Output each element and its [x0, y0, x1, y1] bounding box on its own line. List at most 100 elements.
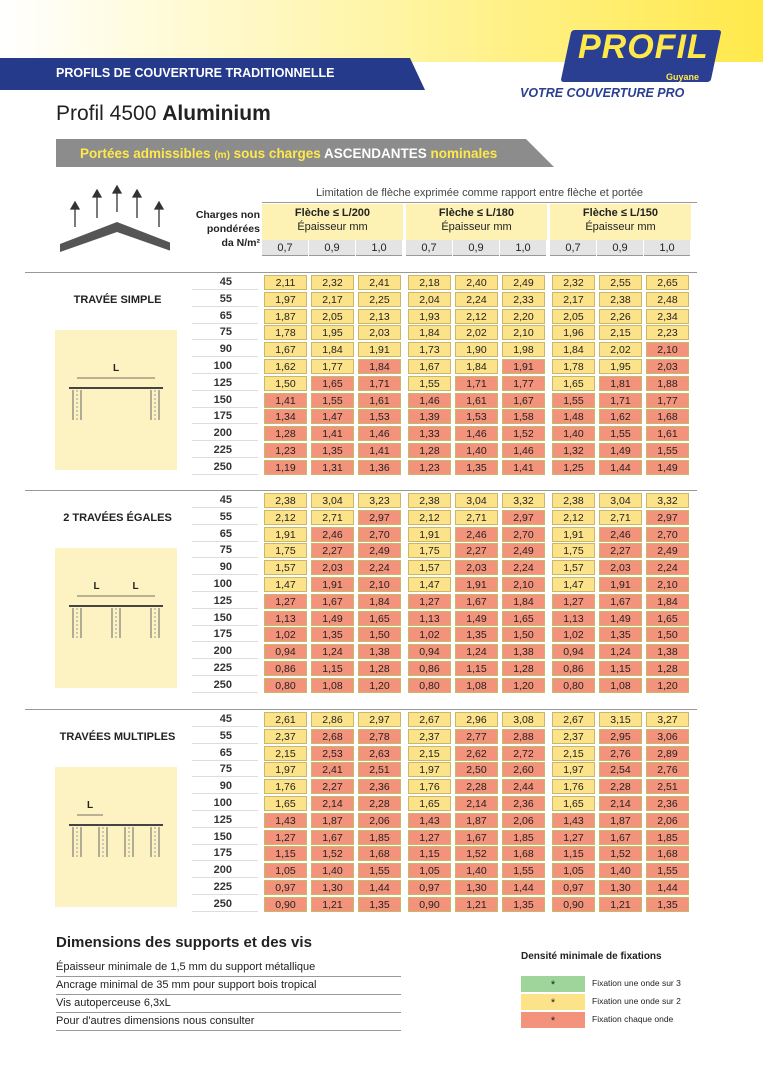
load-header: Charges non pondérées da N/m² [176, 208, 260, 250]
span-cell: 1,97 [264, 762, 307, 778]
span-cell: 1,65 [552, 796, 595, 811]
group-label: Flèche ≤ L/200 [294, 207, 371, 219]
span-cell: 1,76 [264, 779, 307, 795]
span-cell: 1,36 [358, 459, 401, 475]
span-cell: 2,36 [358, 779, 401, 795]
span-cell: 0,86 [552, 661, 595, 676]
span-cell: 1,91 [502, 359, 545, 374]
span-cell: 1,75 [552, 543, 595, 559]
span-cell: 2,28 [599, 779, 642, 795]
load: 225 [192, 442, 258, 458]
thickness: 0,9 [309, 240, 355, 256]
span-cell: 1,30 [311, 880, 354, 895]
span-cell: 1,67 [455, 829, 498, 845]
load: 90 [192, 778, 258, 795]
span-cell: 1,38 [502, 644, 545, 660]
span-cell: 2,05 [552, 308, 595, 324]
span-cell: 2,71 [599, 509, 642, 525]
span-cell: 0,97 [408, 880, 451, 895]
span-cell: 1,15 [552, 846, 595, 862]
load: 45 [192, 274, 258, 290]
span-cell: 1,41 [502, 459, 545, 475]
load: 175 [192, 408, 258, 425]
span-cell: 1,43 [552, 812, 595, 828]
span-cell: 2,78 [358, 728, 401, 744]
span-cell: 1,75 [408, 543, 451, 559]
span-cell: 2,24 [646, 560, 689, 576]
span-cell: 2,97 [646, 509, 689, 525]
span-cell: 1,44 [646, 880, 689, 895]
load: 250 [192, 677, 258, 693]
title: Profil 4500 Aluminium [56, 102, 271, 126]
span-cell: 1,67 [311, 593, 354, 609]
span-cell: 1,40 [455, 863, 498, 879]
span-cell: 1,67 [599, 829, 642, 845]
span-cell: 1,55 [646, 863, 689, 879]
span-cell: 1,68 [502, 846, 545, 862]
section-label: 2 TRAVÉES ÉGALES [63, 512, 172, 524]
load: 100 [192, 358, 258, 374]
span-cell: 2,76 [599, 745, 642, 761]
load: 150 [192, 392, 258, 408]
span-cell: 1,84 [455, 359, 498, 374]
span-cell: 1,21 [455, 896, 498, 912]
span-cell: 1,38 [358, 644, 401, 660]
span-cell: 1,90 [455, 342, 498, 358]
thickness: 1,0 [356, 240, 402, 256]
load: 125 [192, 375, 258, 391]
load: 200 [192, 425, 258, 442]
span-cell: 0,86 [408, 661, 451, 676]
span-cell: 1,24 [599, 644, 642, 660]
span-cell: 1,67 [264, 342, 307, 358]
load: 65 [192, 526, 258, 542]
load: 90 [192, 341, 258, 358]
span-cell: 2,46 [311, 526, 354, 542]
span-cell: 2,06 [646, 812, 689, 828]
span-cell: 2,38 [599, 291, 642, 307]
span-cell: 2,97 [358, 712, 401, 727]
span-cell: 1,27 [264, 593, 307, 609]
group-label: Flèche ≤ L/150 [582, 207, 659, 219]
span-cell: 1,15 [264, 846, 307, 862]
span-cell: 1,85 [502, 829, 545, 845]
span-cell: 1,23 [264, 443, 307, 458]
section-rule [25, 709, 697, 710]
span-cell: 2,95 [599, 728, 642, 744]
span-cell: 1,95 [311, 325, 354, 341]
span-cell: 1,30 [599, 880, 642, 895]
span-cell: 1,61 [455, 392, 498, 408]
thickness: 0,7 [550, 240, 596, 256]
span-cell: 1,43 [408, 812, 451, 828]
span-cell: 2,51 [646, 779, 689, 795]
thickness: 0,9 [597, 240, 643, 256]
span-cell: 1,91 [455, 577, 498, 592]
span-cell: 1,67 [311, 829, 354, 845]
diagram-svg [69, 814, 163, 857]
span-cell: 2,37 [552, 728, 595, 744]
span-cell: 1,67 [599, 593, 642, 609]
span-cell: 2,49 [646, 543, 689, 559]
span-cell: 2,03 [455, 560, 498, 576]
load: 250 [192, 459, 258, 475]
span-cell: 1,57 [264, 560, 307, 576]
banner: Portées admissibles (m) sous charges ASC… [80, 146, 497, 161]
span-cell: 1,47 [311, 409, 354, 425]
span-cell: 1,27 [552, 593, 595, 609]
span-cell: 1,08 [311, 677, 354, 693]
span-cell: 1,87 [311, 812, 354, 828]
span-cell: 0,94 [264, 644, 307, 660]
load: 250 [192, 896, 258, 912]
span-cell: 1,35 [599, 627, 642, 643]
section-rule [25, 272, 697, 273]
span-cell: 1,67 [408, 359, 451, 374]
span-cell: 1,68 [646, 846, 689, 862]
load: 55 [192, 509, 258, 525]
diagram-svg [69, 595, 163, 638]
span-cell: 2,97 [358, 509, 401, 525]
span-cell: 2,17 [552, 291, 595, 307]
span-cell: 1,02 [264, 627, 307, 643]
span-cell: 2,10 [646, 577, 689, 592]
load: 75 [192, 324, 258, 341]
span-cell: 1,46 [502, 443, 545, 458]
span-cell: 2,06 [358, 812, 401, 828]
